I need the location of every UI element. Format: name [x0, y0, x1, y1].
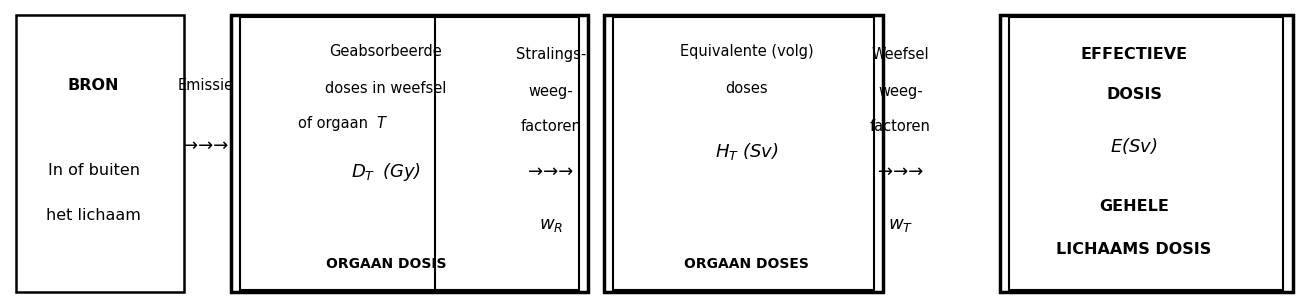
Text: Geabsorbeerde: Geabsorbeerde [330, 44, 442, 59]
Text: $E$(Sv): $E$(Sv) [1111, 136, 1157, 156]
Text: Stralings-: Stralings- [516, 47, 586, 62]
Text: factoren: factoren [521, 119, 581, 134]
Text: LICHAAMS DOSIS: LICHAAMS DOSIS [1056, 242, 1212, 257]
Text: →→→: →→→ [183, 137, 227, 155]
Text: →→→: →→→ [878, 163, 922, 181]
Bar [604, 15, 883, 292]
Bar [240, 17, 579, 290]
Bar [231, 15, 588, 292]
Bar [1000, 15, 1293, 292]
Text: doses in weefsel: doses in weefsel [325, 81, 447, 96]
Bar [1009, 17, 1283, 290]
Text: weeg-: weeg- [529, 84, 573, 99]
Text: factoren: factoren [870, 119, 930, 134]
Text: DOSIS: DOSIS [1105, 87, 1163, 102]
Text: T: T [377, 116, 386, 131]
Text: ORGAAN DOSIS: ORGAAN DOSIS [326, 257, 446, 271]
Text: $w_T$: $w_T$ [887, 216, 913, 234]
Bar [16, 15, 184, 292]
Text: Emissie: Emissie [177, 78, 234, 93]
Text: →→→: →→→ [529, 163, 573, 181]
Text: $D_T$ (Gy): $D_T$ (Gy) [351, 161, 421, 183]
Text: GEHELE: GEHELE [1099, 199, 1169, 214]
Text: het lichaam: het lichaam [45, 208, 142, 223]
Bar [613, 17, 874, 290]
Text: $H_T$ (Sv): $H_T$ (Sv) [714, 141, 779, 163]
Text: BRON: BRON [68, 78, 120, 93]
Text: of orgaan: of orgaan [299, 116, 373, 131]
Text: weeg-: weeg- [878, 84, 922, 99]
Text: Equivalente (volg): Equivalente (volg) [681, 44, 813, 59]
Text: Weefsel: Weefsel [872, 47, 929, 62]
Text: ORGAAN DOSES: ORGAAN DOSES [685, 257, 809, 271]
Text: $w_R$: $w_R$ [539, 216, 562, 234]
Text: In of buiten: In of buiten [48, 163, 139, 178]
Text: EFFECTIEVE: EFFECTIEVE [1081, 47, 1187, 62]
Text: doses: doses [726, 81, 768, 96]
